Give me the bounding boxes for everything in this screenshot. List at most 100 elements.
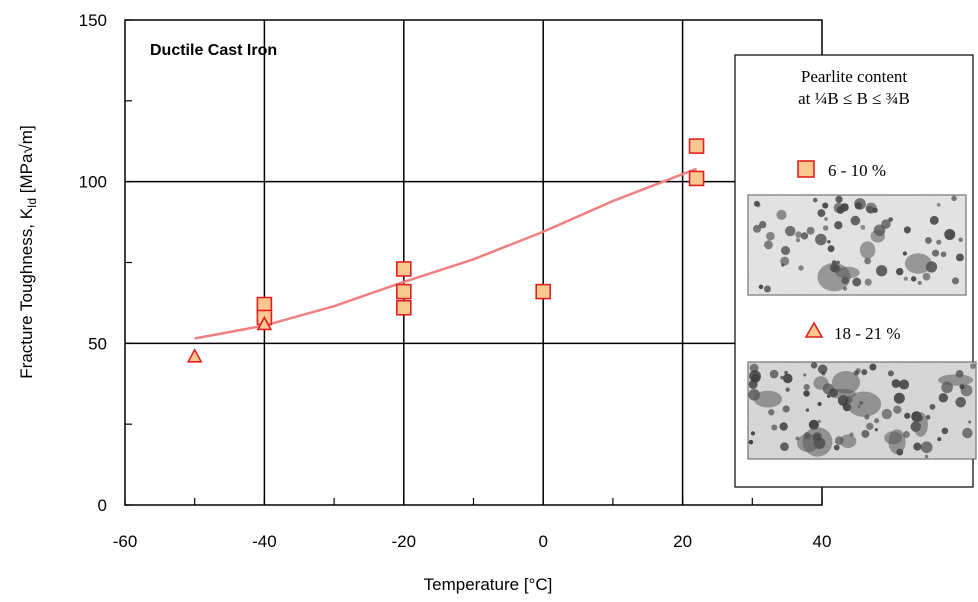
pearlite-region	[888, 429, 906, 455]
graphite-nodule	[888, 217, 893, 222]
graphite-nodule	[936, 202, 941, 207]
y-tick-label: 0	[98, 496, 107, 515]
graphite-nodule	[881, 408, 893, 420]
legend-title-line2: at ¼B ≤ B ≤ ¾B	[798, 89, 910, 108]
graphite-nodule	[891, 379, 901, 388]
graphite-nodule	[864, 278, 872, 286]
graphite-nodule	[795, 231, 802, 239]
pearlite-region	[835, 266, 860, 279]
graphite-nodule	[785, 387, 790, 392]
graphite-nodule	[951, 195, 957, 202]
graphite-nodule	[929, 215, 939, 225]
graphite-nodule	[810, 362, 818, 369]
graphite-nodule	[805, 408, 810, 412]
data-point-triangle	[186, 348, 203, 363]
graphite-nodule	[899, 379, 910, 390]
x-axis-label: Temperature [°C]	[424, 575, 553, 594]
graphite-nodule	[922, 272, 931, 281]
graphite-nodule	[798, 265, 804, 271]
graphite-nodule	[827, 240, 831, 244]
graphite-nodule	[795, 238, 801, 243]
data-point-square	[395, 261, 412, 277]
graphite-nodule	[827, 245, 835, 253]
graphite-nodule	[753, 200, 760, 207]
graphite-nodule	[803, 373, 807, 377]
graphite-nodule	[784, 370, 788, 375]
graphite-nodule	[822, 202, 829, 209]
x-tick-labels: -60 -40 -20 0 20 40	[113, 532, 832, 551]
graphite-nodule	[764, 240, 773, 250]
graphite-nodule	[958, 237, 963, 243]
graphite-nodule	[910, 276, 917, 282]
x-tick-label: 0	[538, 532, 547, 551]
pearlite-region	[831, 370, 861, 394]
x-tick-label: -20	[392, 532, 417, 551]
graphite-nodule	[917, 280, 922, 286]
graphite-nodule	[970, 363, 976, 369]
pearlite-region	[913, 412, 928, 437]
graphite-nodule	[769, 369, 779, 379]
graphite-nodule	[904, 412, 911, 419]
graphite-nodule	[785, 225, 796, 237]
graphite-nodule	[960, 384, 973, 397]
pearlite-region	[802, 427, 833, 457]
graphite-nodule	[855, 368, 861, 374]
pearlite-region	[753, 390, 783, 408]
graphite-nodule	[817, 401, 822, 407]
graphite-nodule	[941, 427, 949, 435]
graphite-nodule	[749, 370, 761, 382]
graphite-nodule	[817, 209, 826, 218]
graphite-nodule	[803, 384, 810, 391]
graphite-nodule	[968, 420, 972, 424]
graphite-nodule	[903, 276, 908, 281]
plot-area	[124, 19, 823, 506]
graphite-nodule	[893, 405, 902, 414]
y-tick-label: 50	[88, 334, 107, 353]
pearlite-region	[937, 374, 974, 386]
graphite-nodule	[872, 207, 878, 213]
graphite-nodule	[824, 217, 828, 221]
graphite-nodule	[817, 364, 828, 375]
data-point-triangle	[256, 315, 273, 331]
graphite-nodule	[860, 224, 866, 230]
graphite-nodule	[895, 267, 904, 276]
graphite-nodule	[753, 224, 762, 233]
graphite-nodule	[937, 437, 942, 442]
graphite-nodule	[835, 195, 843, 204]
graphite-nodule	[902, 251, 907, 256]
graphite-nodule	[780, 442, 789, 452]
data-point-square	[395, 283, 412, 300]
y-tick-labels: 0 50 100 150	[79, 11, 107, 515]
y-axis-label: Fracture Toughness, KId [MPa√m]	[17, 125, 39, 378]
graphite-nodule	[758, 220, 767, 229]
graphite-nodule	[944, 229, 956, 241]
graphite-nodule	[782, 373, 793, 384]
graphite-nodule	[749, 363, 759, 373]
chart-title: Ductile Cast Iron	[150, 42, 277, 59]
legend-triangle-marker	[804, 321, 824, 338]
graphite-nodule	[920, 441, 933, 454]
x-tick-label: -60	[113, 532, 138, 551]
x-tick-label: 40	[813, 532, 832, 551]
legend: Pearlite content at ¼B ≤ B ≤ ¾B 6 - 10 %…	[734, 54, 977, 488]
graphite-nodule	[913, 442, 922, 451]
graphite-nodule	[750, 431, 756, 436]
trend-line	[194, 167, 697, 340]
graphite-nodule	[893, 392, 905, 404]
graphite-nodule	[924, 236, 932, 244]
legend-label-series-1: 6 - 10 %	[828, 161, 886, 180]
graphite-nodule	[782, 405, 790, 413]
micrograph-low-pearlite	[747, 194, 967, 296]
pearlite-region	[839, 434, 857, 449]
graphite-nodule	[951, 277, 960, 285]
graphite-nodule	[833, 202, 844, 213]
graphite-nodule	[931, 249, 940, 257]
graphite-nodule	[938, 393, 949, 403]
graphite-nodule	[955, 253, 964, 262]
legend-title-line1: Pearlite content	[801, 67, 907, 86]
graphite-nodule	[955, 396, 966, 408]
graphite-nodule	[771, 424, 778, 431]
graphite-nodule	[874, 428, 878, 432]
graphite-nodule	[924, 454, 929, 459]
